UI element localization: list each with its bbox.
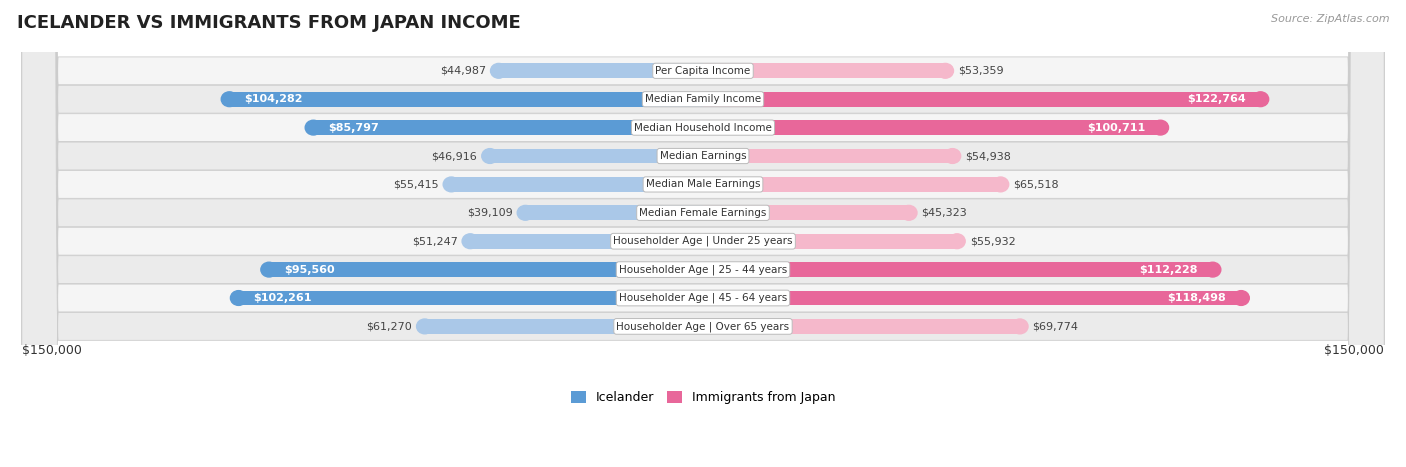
Text: $51,247: $51,247 xyxy=(412,236,457,246)
Text: $55,932: $55,932 xyxy=(970,236,1015,246)
Ellipse shape xyxy=(305,120,322,135)
Text: $118,498: $118,498 xyxy=(1167,293,1226,303)
Bar xyxy=(526,205,703,220)
Ellipse shape xyxy=(945,149,960,163)
Bar xyxy=(703,205,908,220)
Bar xyxy=(425,319,703,334)
Bar xyxy=(703,177,1001,192)
Text: $104,282: $104,282 xyxy=(245,94,302,104)
Text: $122,764: $122,764 xyxy=(1187,94,1246,104)
FancyBboxPatch shape xyxy=(22,0,1384,467)
Text: $150,000: $150,000 xyxy=(1324,344,1384,357)
Text: Householder Age | Under 25 years: Householder Age | Under 25 years xyxy=(613,236,793,247)
Ellipse shape xyxy=(1205,262,1220,277)
Text: Median Female Earnings: Median Female Earnings xyxy=(640,208,766,218)
Bar xyxy=(703,92,1261,106)
Text: $55,415: $55,415 xyxy=(394,179,439,190)
Text: Householder Age | 45 - 64 years: Householder Age | 45 - 64 years xyxy=(619,293,787,303)
Text: $65,518: $65,518 xyxy=(1014,179,1059,190)
Text: Source: ZipAtlas.com: Source: ZipAtlas.com xyxy=(1271,14,1389,24)
Text: $61,270: $61,270 xyxy=(367,321,412,332)
Text: $46,916: $46,916 xyxy=(432,151,477,161)
Ellipse shape xyxy=(491,64,508,78)
Text: Per Capita Income: Per Capita Income xyxy=(655,66,751,76)
Bar xyxy=(314,120,703,135)
Text: $54,938: $54,938 xyxy=(965,151,1011,161)
Ellipse shape xyxy=(416,319,433,334)
Bar xyxy=(703,234,957,248)
Ellipse shape xyxy=(231,290,247,305)
Bar xyxy=(499,64,703,78)
Bar xyxy=(229,92,703,106)
Bar xyxy=(703,290,1241,305)
Text: $44,987: $44,987 xyxy=(440,66,486,76)
Text: Median Household Income: Median Household Income xyxy=(634,123,772,133)
FancyBboxPatch shape xyxy=(22,0,1384,467)
FancyBboxPatch shape xyxy=(22,0,1384,467)
Text: Median Male Earnings: Median Male Earnings xyxy=(645,179,761,190)
Ellipse shape xyxy=(993,177,1008,192)
FancyBboxPatch shape xyxy=(22,0,1384,467)
FancyBboxPatch shape xyxy=(22,0,1384,467)
Bar xyxy=(703,262,1212,277)
Ellipse shape xyxy=(949,234,965,248)
Ellipse shape xyxy=(482,149,498,163)
Ellipse shape xyxy=(1253,92,1268,106)
Text: $69,774: $69,774 xyxy=(1032,321,1078,332)
Text: $100,711: $100,711 xyxy=(1087,123,1146,133)
Bar xyxy=(703,319,1019,334)
Ellipse shape xyxy=(938,64,953,78)
Ellipse shape xyxy=(262,262,277,277)
Text: $45,323: $45,323 xyxy=(921,208,967,218)
Text: $150,000: $150,000 xyxy=(22,344,82,357)
Text: $95,560: $95,560 xyxy=(284,265,335,275)
Ellipse shape xyxy=(901,205,917,220)
Text: $85,797: $85,797 xyxy=(329,123,380,133)
Bar xyxy=(703,149,952,163)
Ellipse shape xyxy=(221,92,238,106)
Text: Median Earnings: Median Earnings xyxy=(659,151,747,161)
Text: Median Family Income: Median Family Income xyxy=(645,94,761,104)
Text: ICELANDER VS IMMIGRANTS FROM JAPAN INCOME: ICELANDER VS IMMIGRANTS FROM JAPAN INCOM… xyxy=(17,14,520,32)
FancyBboxPatch shape xyxy=(22,0,1384,467)
Bar xyxy=(470,234,703,248)
Text: Householder Age | Over 65 years: Householder Age | Over 65 years xyxy=(616,321,790,332)
Ellipse shape xyxy=(1152,120,1168,135)
Text: Householder Age | 25 - 44 years: Householder Age | 25 - 44 years xyxy=(619,264,787,275)
Text: $53,359: $53,359 xyxy=(957,66,1004,76)
FancyBboxPatch shape xyxy=(22,0,1384,467)
FancyBboxPatch shape xyxy=(22,0,1384,467)
Legend: Icelander, Immigrants from Japan: Icelander, Immigrants from Japan xyxy=(565,386,841,409)
Ellipse shape xyxy=(517,205,533,220)
Text: $112,228: $112,228 xyxy=(1139,265,1198,275)
Text: $102,261: $102,261 xyxy=(253,293,312,303)
Bar xyxy=(489,149,703,163)
Bar xyxy=(703,120,1160,135)
Ellipse shape xyxy=(443,177,460,192)
Bar xyxy=(269,262,703,277)
Text: $39,109: $39,109 xyxy=(467,208,513,218)
Ellipse shape xyxy=(463,234,478,248)
Ellipse shape xyxy=(1012,319,1028,334)
Bar xyxy=(703,64,945,78)
FancyBboxPatch shape xyxy=(22,0,1384,467)
Ellipse shape xyxy=(1233,290,1250,305)
Bar xyxy=(239,290,703,305)
Bar xyxy=(451,177,703,192)
FancyBboxPatch shape xyxy=(22,0,1384,467)
